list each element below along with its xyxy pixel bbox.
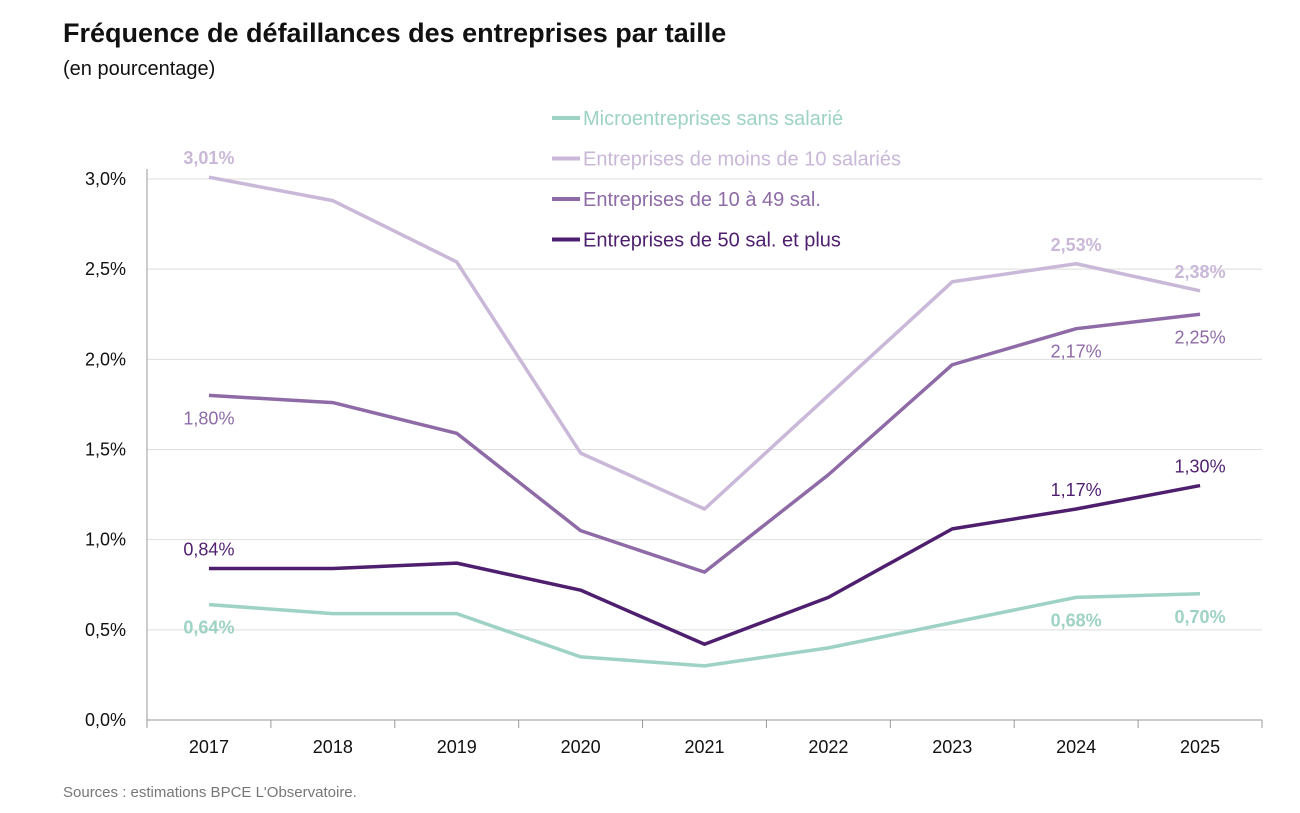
y-tick-label: 0,5% (85, 620, 126, 640)
data-label: 2,25% (1175, 327, 1226, 347)
x-tick-label: 2025 (1180, 737, 1220, 757)
legend-label: Microentreprises sans salarié (583, 108, 843, 130)
data-label: 3,01% (183, 148, 234, 168)
y-tick-label: 2,5% (85, 259, 126, 279)
data-label: 2,17% (1051, 342, 1102, 362)
data-label: 1,30% (1175, 457, 1226, 477)
y-tick-label: 1,0% (85, 530, 126, 550)
chart-title: Fréquence de défaillances des entreprise… (63, 18, 727, 48)
x-tick-label: 2021 (684, 737, 724, 757)
data-label: 0,70% (1175, 607, 1226, 627)
legend-label: Entreprises de 10 à 49 sal. (583, 189, 821, 211)
data-label: 1,17% (1051, 480, 1102, 500)
series-line (208, 312, 1201, 574)
source-note: Sources : estimations BPCE L'Observatoir… (63, 784, 357, 801)
x-tick-label: 2018 (313, 737, 353, 757)
legend-label: Entreprises de 50 sal. et plus (583, 230, 841, 252)
y-tick-label: 1,5% (85, 440, 126, 460)
x-tick-label: 2017 (189, 737, 229, 757)
y-tick-label: 2,0% (85, 349, 126, 369)
x-tick-label: 2023 (932, 737, 972, 757)
data-label: 2,38% (1175, 262, 1226, 282)
y-tick-label: 0,0% (85, 710, 126, 730)
data-label: 0,64% (183, 618, 234, 638)
data-label: 2,53% (1051, 235, 1102, 255)
series-line (208, 175, 1201, 511)
data-label: 1,80% (183, 408, 234, 428)
x-tick-label: 2019 (437, 737, 477, 757)
series-line (208, 483, 1201, 647)
chart-subtitle: (en pourcentage) (63, 58, 216, 80)
legend-label: Entreprises de moins de 10 salariés (583, 149, 901, 171)
data-label: 0,68% (1051, 610, 1102, 630)
series-line (208, 592, 1201, 668)
x-tick-label: 2022 (808, 737, 848, 757)
y-tick-label: 3,0% (85, 169, 126, 189)
data-label: 0,84% (183, 540, 234, 560)
x-tick-label: 2020 (561, 737, 601, 757)
x-tick-label: 2024 (1056, 737, 1096, 757)
